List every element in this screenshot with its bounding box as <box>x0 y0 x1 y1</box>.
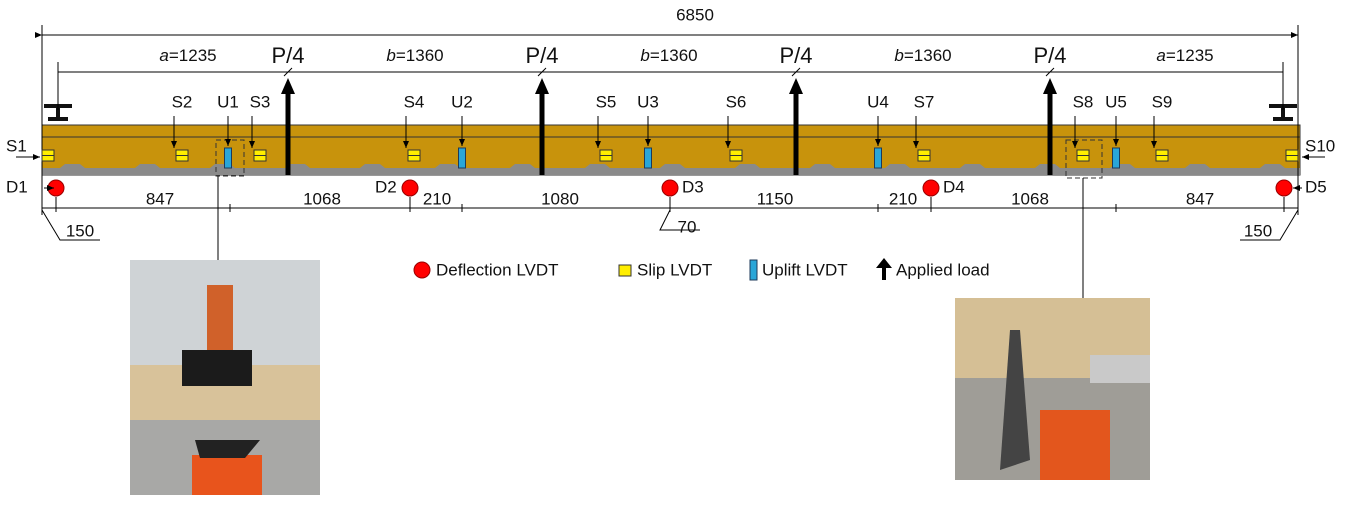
slip-label: S1 <box>6 136 27 155</box>
load-label: P/4 <box>779 43 812 68</box>
legend-label: Applied load <box>896 260 990 279</box>
load-head <box>281 78 295 94</box>
dimension-label: 1068 <box>303 189 341 208</box>
dimension-label: 150 <box>66 221 94 240</box>
slip-label: S2 <box>172 92 193 111</box>
dimension-label: 70 <box>678 217 697 236</box>
uplift-label: U5 <box>1105 92 1127 111</box>
deflection-lvdt <box>401 179 419 197</box>
deflection-lvdt <box>922 179 940 197</box>
load-label: P/4 <box>271 43 304 68</box>
slip-label: S8 <box>1073 92 1094 111</box>
uplift-label: U4 <box>867 92 889 111</box>
load-head <box>1043 78 1057 94</box>
slip-label: S10 <box>1305 136 1335 155</box>
legend-label: Deflection LVDT <box>436 260 559 279</box>
span-value: =1360 <box>650 46 698 65</box>
deflection-label: D1 <box>6 177 28 196</box>
load-label: P/4 <box>1033 43 1066 68</box>
span-symbol: a <box>159 46 168 65</box>
deflection-label: D3 <box>682 177 704 196</box>
dimension-label: 1150 <box>757 189 794 208</box>
slip-label: S9 <box>1152 92 1173 111</box>
slip-label: S4 <box>404 92 425 111</box>
dimension-label: 1068 <box>1011 189 1049 208</box>
uplift-lvdt <box>1112 147 1120 169</box>
uplift-lvdt <box>224 147 232 169</box>
legend-arrow <box>876 258 892 280</box>
span-symbol: b <box>386 46 395 65</box>
slip-label: S7 <box>914 92 935 111</box>
dimension-label: 210 <box>889 189 917 208</box>
dimension-label: 847 <box>1186 189 1214 208</box>
uplift-lvdt <box>644 147 652 169</box>
dim-tick <box>537 67 547 77</box>
uplift-label: U2 <box>451 92 473 111</box>
dimension-lines <box>35 25 1299 298</box>
supports <box>44 104 1297 121</box>
load-head <box>789 78 803 94</box>
legend-label: Uplift LVDT <box>762 260 848 279</box>
photo-right <box>955 298 1150 480</box>
photo-left <box>130 260 320 495</box>
dim-tick <box>1045 67 1055 77</box>
span-label: b=1360 <box>640 46 697 65</box>
uplift-lvdt <box>874 147 882 169</box>
dim-tick <box>283 67 293 77</box>
slip-label: S5 <box>596 92 617 111</box>
span-symbol: a <box>1156 46 1165 65</box>
span-symbol: b <box>640 46 649 65</box>
dimension-label: 210 <box>423 189 451 208</box>
deflection-label: D4 <box>943 177 965 196</box>
slip-label: S6 <box>726 92 747 111</box>
deflection-lvdt <box>661 179 679 197</box>
uplift-label: U1 <box>217 92 239 111</box>
deflection-label: D5 <box>1305 177 1327 196</box>
span-label: a=1235 <box>159 46 216 65</box>
uplift-label: U3 <box>637 92 659 111</box>
legend-label: Slip LVDT <box>637 260 712 279</box>
deflection-label: D2 <box>375 177 397 196</box>
span-label: b=1360 <box>894 46 951 65</box>
load-head <box>535 78 549 94</box>
span-label: a=1235 <box>1156 46 1213 65</box>
span-label: b=1360 <box>386 46 443 65</box>
span-value: =1235 <box>1166 46 1214 65</box>
dimension-label: 847 <box>146 189 174 208</box>
deflection-lvdt <box>1275 179 1293 197</box>
uplift-lvdt <box>458 147 466 169</box>
load-label: P/4 <box>525 43 558 68</box>
span-value: =1360 <box>904 46 952 65</box>
overall-length: 6850 <box>676 5 714 24</box>
legend-uplift <box>749 259 758 281</box>
legend-deflection <box>413 261 431 279</box>
dimension-label: 150 <box>1244 221 1272 240</box>
dim-tick <box>791 67 801 77</box>
dimension-label: 1080 <box>541 189 579 208</box>
slip-label: S3 <box>250 92 271 111</box>
legend-slip <box>618 264 632 277</box>
span-symbol: b <box>894 46 903 65</box>
span-value: =1360 <box>396 46 444 65</box>
span-value: =1235 <box>169 46 217 65</box>
